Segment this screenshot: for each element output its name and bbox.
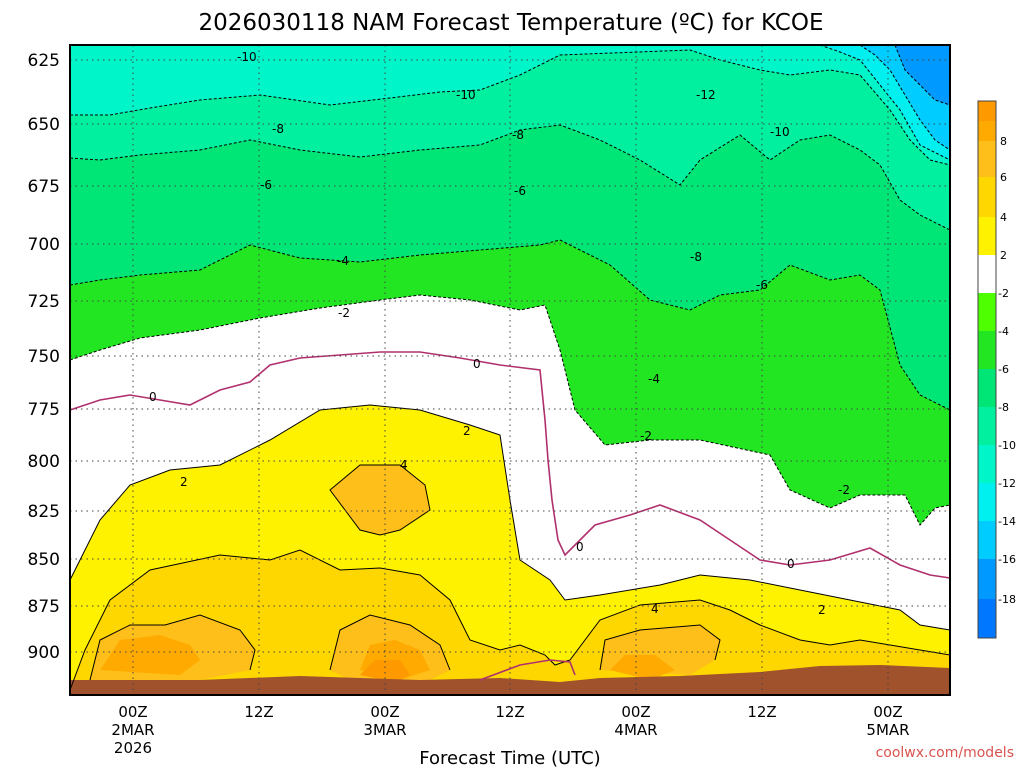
colorbar-label: -10 <box>998 439 1016 452</box>
x-tick-label: 4MAR <box>614 721 657 739</box>
contour-label: 0 <box>787 557 795 571</box>
colorbar: 8 6 4 2 -2 -4 -6 -8 -10 -12 -14 -16 -18 <box>977 100 1016 639</box>
colorbar-band <box>978 521 996 559</box>
contour-label: -8 <box>272 122 284 136</box>
colorbar-band <box>978 331 996 369</box>
colorbar-band <box>978 217 996 255</box>
contour-label: -6 <box>756 278 768 292</box>
band-cold-16 <box>895 45 950 105</box>
x-tick-label: 3MAR <box>363 721 406 739</box>
colorbar-label: 8 <box>1000 135 1007 148</box>
contour-label: 0 <box>473 357 481 371</box>
x-tick-label: 2026 <box>114 739 152 757</box>
colorbar-band <box>978 255 996 293</box>
colorbar-frame <box>977 100 997 639</box>
contour-label: -10 <box>456 88 476 102</box>
y-tick-label: 750 <box>28 347 60 367</box>
y-tick-label: 900 <box>28 643 60 663</box>
colorbar-label: -14 <box>998 515 1016 528</box>
y-tick-label: 825 <box>28 502 60 522</box>
contour-label: 2 <box>818 603 826 617</box>
grid-lines <box>70 45 950 695</box>
ground-terrain <box>70 665 950 695</box>
contour-label: -12 <box>696 88 716 102</box>
colorbar-label: -18 <box>998 593 1016 606</box>
band-cold-10 <box>70 45 950 165</box>
contour-label: -4 <box>648 372 660 386</box>
contour-label: 4 <box>651 602 659 616</box>
colorbar-band <box>978 293 996 331</box>
plot-frame <box>69 44 951 696</box>
y-tick-label: 650 <box>28 115 60 135</box>
contour-label: -8 <box>512 128 524 142</box>
y-tick-label: 800 <box>28 452 60 472</box>
colorbar-label: 4 <box>1000 211 1007 224</box>
y-tick-label: 725 <box>28 292 60 312</box>
x-tick-label: 00Z <box>118 703 147 721</box>
contour-label: 4 <box>400 458 408 472</box>
y-tick-label: 775 <box>28 400 60 420</box>
contour-label: -10 <box>237 50 257 64</box>
y-axis: 625 650 675 700 725 750 775 800 825 850 … <box>28 51 60 663</box>
chart-title: 2026030118 NAM Forecast Temperature (ºC)… <box>199 10 824 36</box>
zero-isotherm-surface <box>479 659 576 681</box>
y-tick-label: 675 <box>28 177 60 197</box>
contour-label: -2 <box>338 306 350 320</box>
contour-labels: -10 -10 -12 -10 -8 -8 -8 -6 -6 -6 -4 -4 … <box>149 50 850 617</box>
contour-label: -6 <box>514 184 526 198</box>
band-warm-2 <box>70 550 950 695</box>
contour-lines <box>69 44 951 691</box>
x-tick-label: 12Z <box>244 703 273 721</box>
contour-label: -10 <box>770 125 790 139</box>
colorbar-band <box>978 599 996 638</box>
contour-label: -2 <box>640 429 652 443</box>
colorbar-band <box>978 121 996 141</box>
contour-label: -6 <box>260 178 272 192</box>
x-tick-label: 00Z <box>873 703 902 721</box>
colorbar-label: -16 <box>998 553 1016 566</box>
contour-label: 0 <box>149 390 157 404</box>
colorbar-band <box>978 559 996 599</box>
contour-label: -4 <box>337 254 349 268</box>
colorbar-label: 2 <box>1000 249 1007 262</box>
x-tick-label: 2MAR <box>111 721 154 739</box>
colorbar-label: -6 <box>998 363 1009 376</box>
colorbar-band <box>978 445 996 483</box>
colorbar-band <box>978 177 996 217</box>
x-axis-title: Forecast Time (UTC) <box>419 748 600 768</box>
contour-label: -8 <box>690 250 702 264</box>
colorbar-label: -4 <box>998 325 1009 338</box>
contour-label: 2 <box>180 475 188 489</box>
x-tick-label: 00Z <box>621 703 650 721</box>
band-warm-8 <box>360 660 410 682</box>
colorbar-band <box>978 483 996 521</box>
zero-isotherm <box>69 351 951 579</box>
credit-text: coolwx.com/models <box>876 745 1014 761</box>
colorbar-label: -12 <box>998 477 1016 490</box>
y-tick-label: 625 <box>28 51 60 71</box>
x-tick-label: 12Z <box>747 703 776 721</box>
colorbar-label: 6 <box>1000 171 1007 184</box>
x-tick-label: 5MAR <box>866 721 909 739</box>
contour-label: 0 <box>576 540 584 554</box>
x-tick-label: 12Z <box>495 703 524 721</box>
contour-label: 2 <box>463 424 471 438</box>
colorbar-label: -8 <box>998 401 1009 414</box>
plot-area: -10 -10 -12 -10 -8 -8 -8 -6 -6 -6 -4 -4 … <box>69 44 951 696</box>
y-tick-label: 850 <box>28 550 60 570</box>
colorbar-band <box>978 407 996 445</box>
colorbar-band <box>978 369 996 407</box>
y-tick-label: 875 <box>28 597 60 617</box>
colorbar-label: -2 <box>998 287 1009 300</box>
band-warm-6 <box>100 635 675 680</box>
y-tick-label: 700 <box>28 235 60 255</box>
x-tick-label: 00Z <box>370 703 399 721</box>
colorbar-band <box>978 141 996 177</box>
x-axis: 00Z 2MAR 2026 12Z 00Z 3MAR 12Z 00Z 4MAR … <box>111 703 909 757</box>
colorbar-band <box>978 101 996 121</box>
contour-label: -2 <box>838 483 850 497</box>
